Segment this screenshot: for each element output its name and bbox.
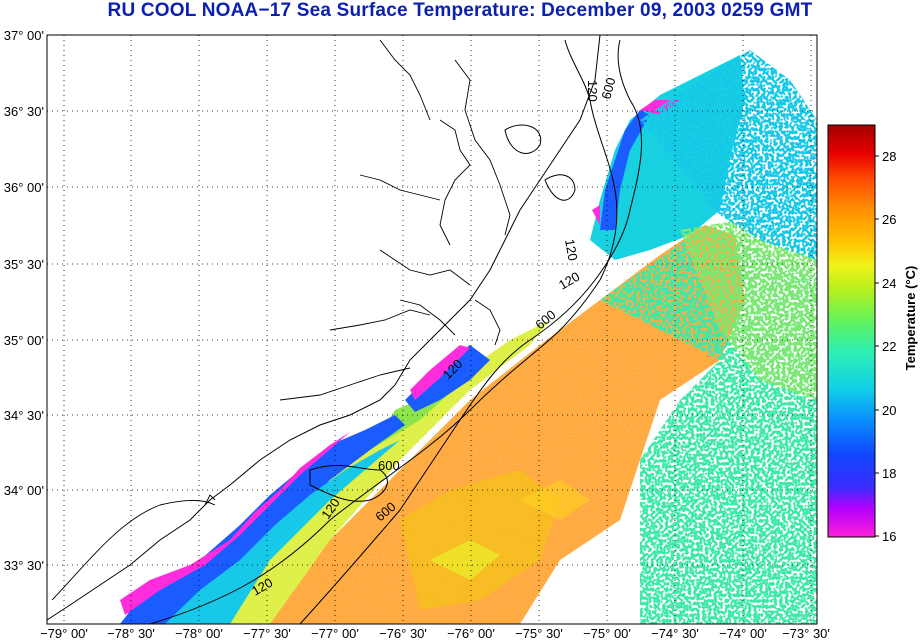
map-title: RU COOL NOAA−17 Sea Surface Temperature:… bbox=[107, 0, 813, 21]
longitude-axis: −79° 00' −78° 30' −78° 00' −77° 30' −77°… bbox=[40, 626, 830, 641]
contour-label: 120 bbox=[585, 80, 600, 102]
lat-label: 33° 30' bbox=[4, 558, 44, 573]
latitude-axis: 37° 00' 36° 30' 36° 00' 35° 30' 35° 00' … bbox=[4, 28, 44, 573]
colorbar-ticks: 28 26 24 22 20 18 16 bbox=[875, 149, 896, 544]
contour-label-group: 120 600 120 600 120 120 600 120 600 120 bbox=[249, 76, 619, 599]
colorbar-tick-label: 18 bbox=[882, 466, 896, 481]
lon-label: −76° 00' bbox=[447, 626, 495, 641]
contour-label: 120 bbox=[562, 238, 581, 262]
contour-label: 600 bbox=[378, 458, 400, 473]
colorbar-tick-label: 22 bbox=[882, 339, 896, 354]
land-mass bbox=[46, 34, 601, 621]
lat-label: 37° 00' bbox=[4, 28, 44, 43]
lon-label: −77° 30' bbox=[243, 626, 291, 641]
graticule bbox=[47, 35, 817, 624]
plot-frame bbox=[46, 34, 818, 625]
lat-label: 36° 30' bbox=[4, 104, 44, 119]
colorbar-tick-label: 24 bbox=[882, 276, 896, 291]
lat-label: 34° 00' bbox=[4, 483, 44, 498]
lon-label: −79° 00' bbox=[40, 626, 88, 641]
lat-label: 35° 00' bbox=[4, 333, 44, 348]
colorbar-tick-label: 26 bbox=[882, 212, 896, 227]
lon-label: −75° 30' bbox=[515, 626, 563, 641]
colorbar-label: Temperature (°C) bbox=[903, 266, 918, 371]
lon-label: −74° 00' bbox=[719, 626, 767, 641]
lon-label: −78° 30' bbox=[107, 626, 155, 641]
colorbar-gradient bbox=[827, 124, 876, 538]
coastline-details bbox=[51, 39, 511, 601]
bathymetry-contours bbox=[149, 39, 642, 625]
colorbar-tick-label: 28 bbox=[882, 149, 896, 164]
lat-label: 36° 00' bbox=[4, 180, 44, 195]
colorbar: 28 26 24 22 20 18 16 Temperature (°C) bbox=[827, 124, 918, 544]
lat-label: 35° 30' bbox=[4, 257, 44, 272]
colorbar-tick-label: 20 bbox=[882, 403, 896, 418]
contour-label: 600 bbox=[598, 76, 618, 101]
lat-label: 34° 30' bbox=[4, 408, 44, 423]
lon-label: −76° 30' bbox=[379, 626, 427, 641]
lon-label: −74° 30' bbox=[651, 626, 699, 641]
lon-label: −78° 00' bbox=[175, 626, 223, 641]
lon-label: −77° 00' bbox=[311, 626, 359, 641]
lon-label: −75° 00' bbox=[583, 626, 631, 641]
lon-label: −73° 30' bbox=[782, 626, 830, 641]
colorbar-tick-label: 16 bbox=[882, 529, 896, 544]
